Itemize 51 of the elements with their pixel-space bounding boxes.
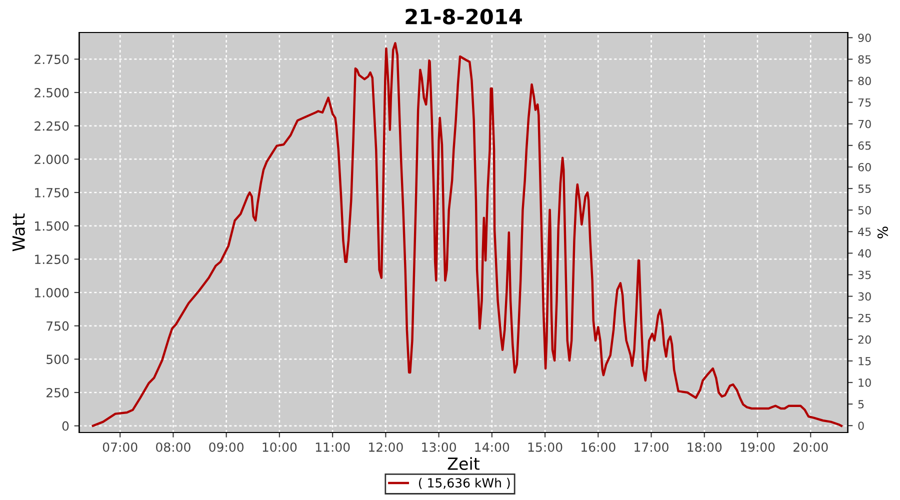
y2-tick-label: 10 xyxy=(858,378,871,387)
y-tick-label: 250 xyxy=(46,388,69,398)
y-tick-label: 0 xyxy=(62,421,69,431)
line-series xyxy=(92,42,843,427)
y-tick-label: 2.750 xyxy=(34,54,69,64)
y2-tick-label: 5 xyxy=(858,400,864,408)
x-tick-label: 13:00 xyxy=(422,442,456,452)
x-tick-label: 17:00 xyxy=(634,442,668,452)
y-tick-label: 500 xyxy=(46,354,69,364)
y-tick-label: 750 xyxy=(46,321,69,331)
y2-tick-label: 60 xyxy=(858,162,871,172)
y2-tick-label: 55 xyxy=(858,184,871,193)
y2-tick-label: 40 xyxy=(858,249,871,258)
y-tick-label: 2.000 xyxy=(34,154,69,164)
y2-tick-label: 0 xyxy=(858,422,864,430)
x-tick-label: 09:00 xyxy=(209,442,244,452)
y2-tick-label: 30 xyxy=(858,292,871,301)
y-axis-title: Watt xyxy=(12,214,25,252)
y2-tick-label: 85 xyxy=(858,55,871,64)
y-tick-label: 2.500 xyxy=(34,88,69,98)
chart-title: 21-8-2014 xyxy=(406,8,522,24)
y2-tick-label: 90 xyxy=(858,34,871,42)
x-tick-label: 18:00 xyxy=(688,442,722,452)
y2-axis-title: % xyxy=(877,226,888,238)
x-tick-label: 12:00 xyxy=(369,442,403,452)
y2-tick-label: 65 xyxy=(858,141,871,150)
y2-tick-label: 70 xyxy=(858,120,871,128)
y-tick-label: 1.000 xyxy=(35,288,69,298)
y2-tick-label: 80 xyxy=(858,76,871,86)
y2-tick-label: 50 xyxy=(858,206,871,214)
legend-label: ( 15,636 kWh ) xyxy=(418,478,510,490)
x-tick-label: 11:00 xyxy=(316,442,350,452)
y-tick-label: 1.250 xyxy=(35,254,69,264)
y-tick-label: 1.500 xyxy=(35,221,69,231)
y2-tick-label: 20 xyxy=(858,335,871,344)
y2-tick-label: 45 xyxy=(858,228,871,236)
x-tick-label: 15:00 xyxy=(528,442,562,452)
y2-tick-label: 75 xyxy=(858,98,871,107)
x-axis-title: Zeit xyxy=(448,457,480,470)
x-tick-label: 19:00 xyxy=(740,442,775,452)
y-tick-label: 1.750 xyxy=(35,188,69,198)
y2-tick-label: 15 xyxy=(858,357,871,366)
y-tick-label: 2.250 xyxy=(34,121,69,131)
x-tick-label: 07:00 xyxy=(102,442,138,452)
x-tick-label: 20:00 xyxy=(794,442,828,452)
x-tick-label: 14:00 xyxy=(475,442,510,452)
x-tick-label: 10:00 xyxy=(262,442,297,452)
y2-tick-label: 35 xyxy=(858,270,871,280)
x-tick-label: 08:00 xyxy=(156,442,190,452)
x-tick-label: 16:00 xyxy=(582,442,616,452)
y2-tick-label: 25 xyxy=(858,314,871,322)
